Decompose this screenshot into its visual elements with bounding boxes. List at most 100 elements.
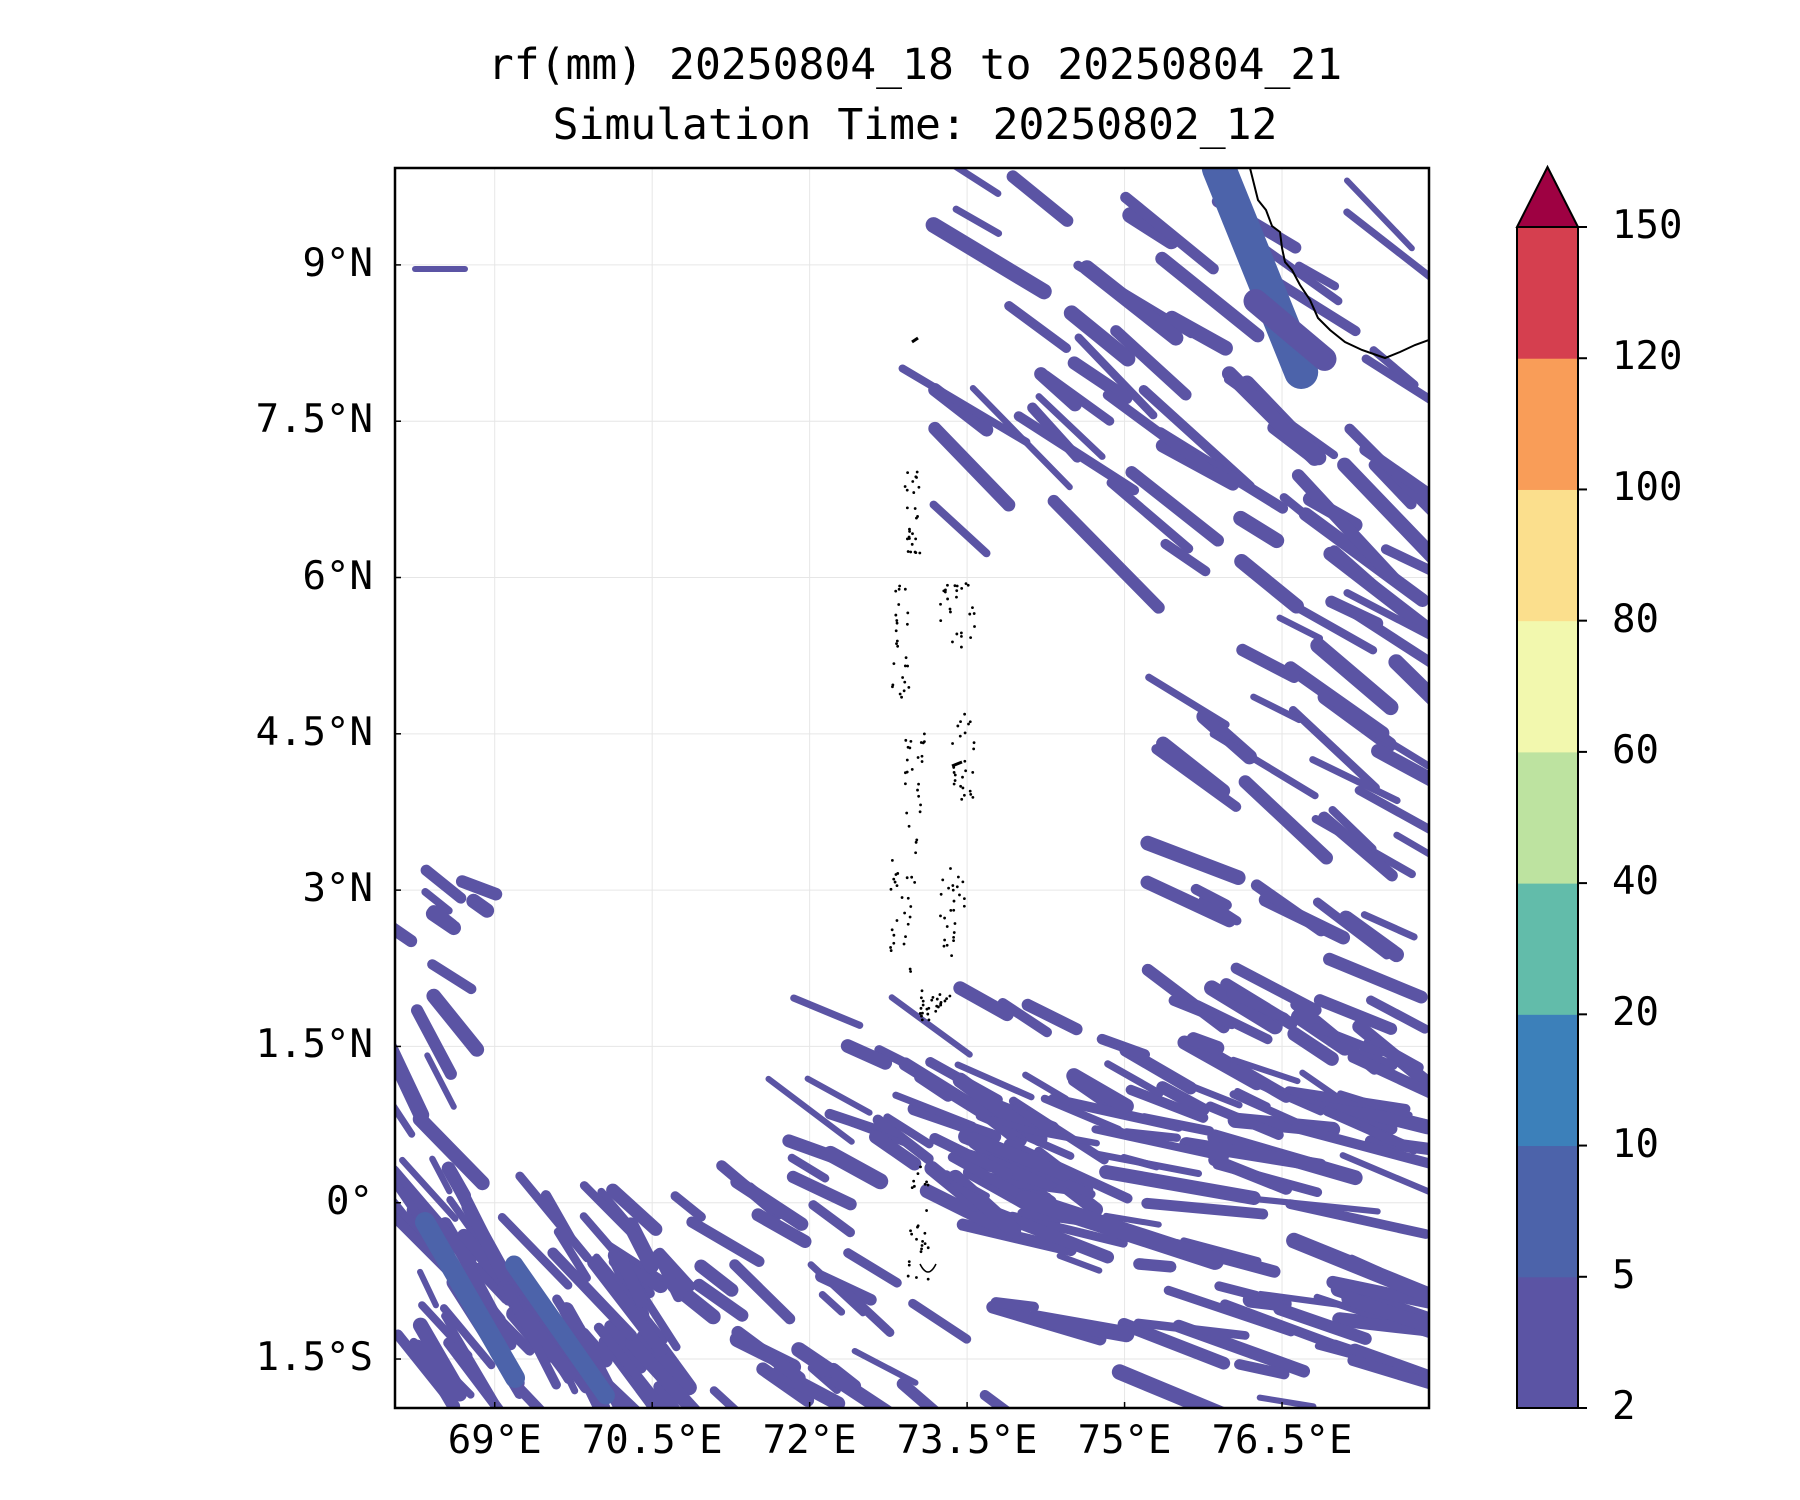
atoll-dot bbox=[912, 1179, 916, 1183]
atoll-dot bbox=[906, 611, 910, 615]
rain-streak bbox=[1368, 459, 1417, 510]
rain-streak bbox=[756, 1362, 815, 1407]
colorbar bbox=[1515, 164, 1587, 1409]
rain-streak bbox=[1163, 1285, 1296, 1337]
atoll-dot bbox=[912, 1184, 916, 1188]
atoll-dot bbox=[967, 722, 970, 726]
rain-streak bbox=[1208, 1153, 1293, 1195]
rain-streak bbox=[412, 1111, 490, 1191]
rain-streak bbox=[1028, 1310, 1135, 1343]
atoll-dot bbox=[919, 996, 923, 1000]
atoll-dot bbox=[905, 488, 909, 492]
colorbar-tick-label: 20 bbox=[1612, 990, 1659, 1036]
rain-streak bbox=[1090, 1150, 1203, 1178]
rain-streak bbox=[1309, 756, 1401, 805]
lat-tick-label: 3°N bbox=[302, 866, 373, 912]
atoll-dot bbox=[895, 642, 898, 646]
rain-streak bbox=[1286, 1232, 1429, 1303]
rain-streak bbox=[1250, 879, 1327, 937]
atoll-dot bbox=[952, 908, 956, 912]
atoll-dot bbox=[907, 824, 911, 828]
atoll-dot bbox=[914, 851, 918, 855]
atoll-dot bbox=[898, 692, 902, 696]
rain-streak bbox=[954, 1061, 1035, 1101]
rain-streak bbox=[898, 1057, 990, 1120]
rain-streak bbox=[1027, 402, 1083, 463]
atoll-dot bbox=[945, 943, 949, 947]
atoll-dot bbox=[908, 527, 911, 531]
atoll-dot bbox=[939, 602, 942, 606]
rain-streak bbox=[1186, 1032, 1225, 1055]
atoll-dot bbox=[902, 689, 906, 693]
atoll-dot bbox=[915, 838, 919, 842]
rain-streak bbox=[1151, 744, 1242, 812]
atoll-dot bbox=[931, 995, 935, 999]
atoll-dot bbox=[972, 741, 976, 745]
rain-streak bbox=[1256, 1394, 1317, 1408]
colorbar-tick-label: 100 bbox=[1612, 465, 1683, 511]
rain-streak bbox=[1291, 469, 1400, 585]
atoll-dot bbox=[969, 792, 973, 796]
rain-streak bbox=[1366, 995, 1429, 1034]
rain-streak bbox=[694, 1259, 739, 1297]
atoll-dot bbox=[968, 789, 972, 793]
colorbar-bin bbox=[1517, 1276, 1578, 1409]
atoll-dot bbox=[898, 584, 902, 588]
lat-tick-label: 6°N bbox=[302, 553, 373, 599]
atoll-dot bbox=[925, 1209, 928, 1212]
atoll-dot bbox=[921, 1011, 924, 1015]
colorbar-tick-label: 2 bbox=[1612, 1384, 1636, 1429]
atoll-dot bbox=[927, 1018, 931, 1022]
rain-streak bbox=[1102, 390, 1214, 475]
rain-streak bbox=[1079, 260, 1184, 346]
rain-streak bbox=[1288, 600, 1378, 655]
colorbar-tick-label: 80 bbox=[1612, 596, 1659, 642]
rain-streak bbox=[1338, 910, 1404, 963]
atoll-dot bbox=[952, 771, 956, 774]
atoll-dot bbox=[903, 485, 907, 488]
atoll-dot bbox=[911, 532, 914, 536]
rain-streak bbox=[1325, 595, 1384, 630]
island-mark bbox=[911, 336, 919, 344]
atoll-dot bbox=[890, 928, 894, 932]
rain-streak bbox=[692, 1278, 749, 1322]
rain-streak bbox=[898, 364, 1031, 446]
atoll-dot bbox=[943, 916, 946, 920]
rain-streak bbox=[979, 1389, 1012, 1408]
atoll-dot bbox=[955, 589, 959, 593]
atoll-dot bbox=[912, 491, 916, 494]
colorbar-extend-arrow bbox=[1515, 164, 1580, 228]
atoll-dot bbox=[949, 867, 952, 870]
lon-tick-label: 70.5°E bbox=[581, 1418, 723, 1463]
rain-streak bbox=[1298, 507, 1429, 607]
atoll-dot bbox=[955, 584, 959, 588]
rain-streak bbox=[1285, 1199, 1429, 1239]
rain-streak bbox=[1339, 1152, 1429, 1196]
atoll-dot bbox=[971, 795, 975, 799]
rain-streak bbox=[1312, 897, 1392, 960]
rain-streak bbox=[730, 1175, 809, 1231]
atoll-dot bbox=[939, 1001, 943, 1004]
atoll-dot bbox=[896, 872, 900, 875]
atoll-dot bbox=[971, 606, 974, 609]
atoll-dot bbox=[901, 676, 905, 679]
atoll-dot bbox=[906, 896, 910, 900]
atoll-dot bbox=[903, 680, 907, 684]
rain-streak bbox=[872, 1114, 934, 1165]
atoll-dot bbox=[916, 515, 919, 518]
atoll-dot bbox=[952, 899, 956, 903]
atoll-dot bbox=[909, 550, 913, 554]
atoll-dot bbox=[906, 537, 909, 541]
atoll-dot bbox=[963, 759, 967, 763]
atoll-dot bbox=[926, 1277, 930, 1281]
atoll-dot bbox=[904, 782, 907, 786]
rain-streak bbox=[1313, 994, 1398, 1035]
atoll-dot bbox=[905, 622, 909, 626]
rain-streak bbox=[1221, 366, 1322, 466]
rain-streak bbox=[1160, 538, 1211, 577]
rain-streak bbox=[453, 1181, 515, 1290]
atoll-dot bbox=[953, 779, 957, 782]
atoll-dot bbox=[918, 810, 922, 814]
rain-streak bbox=[1004, 301, 1072, 353]
atoll-dot bbox=[894, 629, 898, 633]
